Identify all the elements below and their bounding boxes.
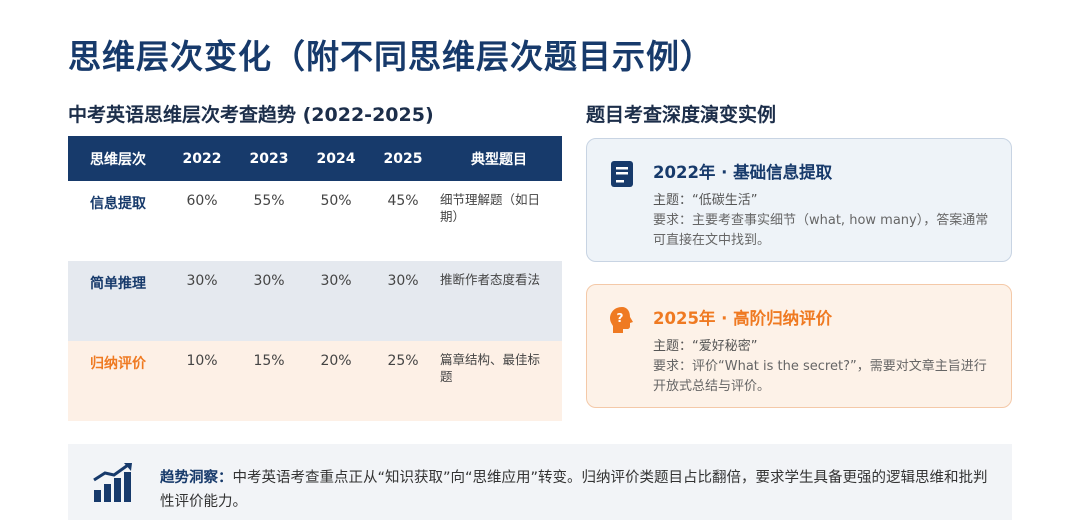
header-cell: 2023	[236, 136, 302, 181]
example-cell: 篇章结构、最佳标题	[436, 341, 562, 421]
value-cell: 60%	[168, 181, 236, 261]
insight-text: 趋势洞察：中考英语考查重点正从“知识获取”向“思维应用”转变。归纳评价类题目占比…	[160, 466, 990, 514]
header-cell: 2024	[302, 136, 370, 181]
svg-text:?: ?	[617, 311, 624, 325]
card-requirement: 要求：主要考查事实细节（what, how many），答案通常可直接在文中找到…	[653, 213, 989, 248]
example-card-2025: ? 2025年 · 高阶归纳评价 主题：“爱好秘密” 要求：评价“What is…	[586, 284, 1012, 408]
value-cell: 55%	[236, 181, 302, 261]
table-row: 简单推理 30% 30% 30% 30% 推断作者态度看法	[68, 261, 562, 341]
table-row: 归纳评价 10% 15% 20% 25% 篇章结构、最佳标题	[68, 341, 562, 421]
example-cell: 推断作者态度看法	[436, 261, 562, 341]
value-cell: 45%	[370, 181, 436, 261]
level-cell: 归纳评价	[68, 341, 168, 421]
card-title: 2025年 · 高阶归纳评价	[653, 309, 833, 328]
table-row: 信息提取 60% 55% 50% 45% 细节理解题（如日期）	[68, 181, 562, 261]
card-title: 2022年 · 基础信息提取	[653, 163, 833, 182]
value-cell: 25%	[370, 341, 436, 421]
header-cell: 2022	[168, 136, 236, 181]
header-cell: 2025	[370, 136, 436, 181]
value-cell: 30%	[302, 261, 370, 341]
level-cell: 简单推理	[68, 261, 168, 341]
examples-section-title: 题目考查深度演变实例	[586, 104, 777, 126]
header-cell: 典型题目	[436, 136, 562, 181]
level-cell: 信息提取	[68, 181, 168, 261]
value-cell: 10%	[168, 341, 236, 421]
card-requirement: 要求：评价“What is the secret?”，需要对文章主旨进行开放式总…	[653, 359, 987, 394]
example-card-2022: 2022年 · 基础信息提取 主题：“低碳生活” 要求：主要考查事实细节（wha…	[586, 138, 1012, 262]
table-header-row: 思维层次 2022 2023 2024 2025 典型题目	[68, 136, 562, 181]
value-cell: 15%	[236, 341, 302, 421]
value-cell: 30%	[236, 261, 302, 341]
header-cell: 思维层次	[68, 136, 168, 181]
card-topic: 主题：“爱好秘密”	[653, 339, 758, 354]
insight-body: 中考英语考查重点正从“知识获取”向“思维应用”转变。归纳评价类题目占比翻倍，要求…	[160, 470, 988, 510]
example-cell: 细节理解题（如日期）	[436, 181, 562, 261]
value-cell: 20%	[302, 341, 370, 421]
book-icon	[611, 161, 633, 187]
value-cell: 30%	[168, 261, 236, 341]
value-cell: 50%	[302, 181, 370, 261]
value-cell: 30%	[370, 261, 436, 341]
bar-chart-trend-icon	[93, 463, 132, 502]
trend-table-title: 中考英语思维层次考查趋势 (2022-2025)	[68, 104, 434, 126]
head-question-icon: ?	[610, 307, 633, 333]
trend-table: 思维层次 2022 2023 2024 2025 典型题目 信息提取 60% 5…	[68, 136, 562, 421]
card-topic: 主题：“低碳生活”	[653, 193, 758, 208]
page-title: 思维层次变化（附不同思维层次题目示例）	[68, 37, 714, 76]
trend-insight-box: 趋势洞察：中考英语考查重点正从“知识获取”向“思维应用”转变。归纳评价类题目占比…	[68, 444, 1012, 520]
insight-label: 趋势洞察：	[160, 470, 233, 486]
